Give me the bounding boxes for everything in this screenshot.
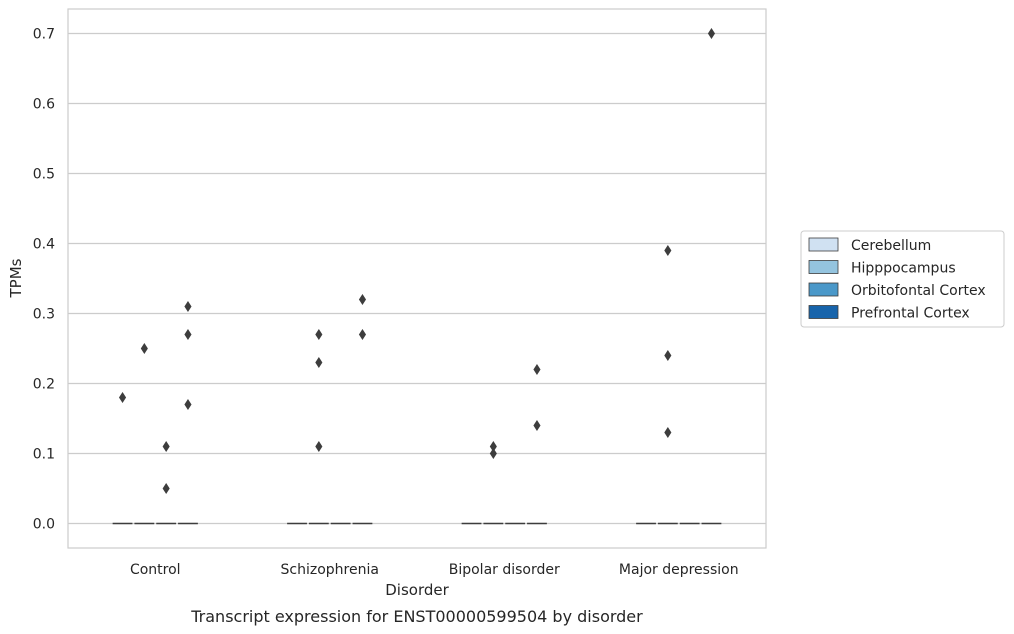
x-axis-title: Disorder [385,581,449,599]
outlier-points [118,27,716,495]
outlier-point [315,328,323,341]
outlier-point [184,328,192,341]
outlier-point [315,440,323,453]
outlier-point [489,447,497,460]
y-tick-label: 0.7 [33,27,55,43]
y-tick-label: 0.3 [33,307,55,323]
legend-frame [800,230,1005,328]
outlier-point [664,349,672,362]
legend-label: Cerebellum [851,238,931,254]
x-tick-label: Major depression [619,562,739,578]
outlier-point [140,342,148,355]
y-tick-label: 0.0 [33,517,55,533]
y-tick-labels: 0.0 0.1 0.2 0.3 0.4 0.5 0.6 0.7 [33,27,55,533]
outlier-point [664,426,672,439]
plot-frame [67,8,767,549]
legend-label: Hipppocampus [851,261,956,277]
legend-swatch [808,282,839,297]
outlier-point [162,440,170,453]
y-tick-label: 0.4 [33,237,55,253]
outlier-point [184,300,192,313]
outlier-point [533,419,541,432]
grid-lines [68,32,766,525]
x-tick-label: Schizophrenia [281,562,379,578]
outlier-point [184,398,192,411]
outlier-point [358,328,367,341]
x-tick-label: Control [130,562,181,578]
y-tick-label: 0.2 [33,377,55,393]
y-axis-title: TPMs [7,258,25,298]
outlier-point [358,293,367,306]
legend-label: Prefrontal Cortex [851,306,970,322]
legend-swatch [808,237,839,252]
x-tick-labels: Control Schizophrenia Bipolar disorder Majo… [130,562,739,578]
x-tick-label: Bipolar disorder [449,562,560,578]
outlier-point [118,391,127,404]
outlier-point [162,482,170,495]
legend-swatch [808,305,839,319]
legend-swatch [808,260,839,274]
outlier-point [664,244,672,257]
y-tick-label: 0.5 [33,167,55,183]
outlier-point [707,27,716,40]
chart-caption: Transcript expression for ENST0000059950… [190,607,643,626]
outlier-point [315,356,323,369]
outlier-point [533,363,541,376]
legend: Cerebellum Hipppocampus Orbitofontal Corte… [800,230,1005,328]
y-tick-label: 0.6 [33,97,55,113]
y-tick-label: 0.1 [33,447,55,463]
legend-label: Orbitofontal Cortex [851,283,986,299]
